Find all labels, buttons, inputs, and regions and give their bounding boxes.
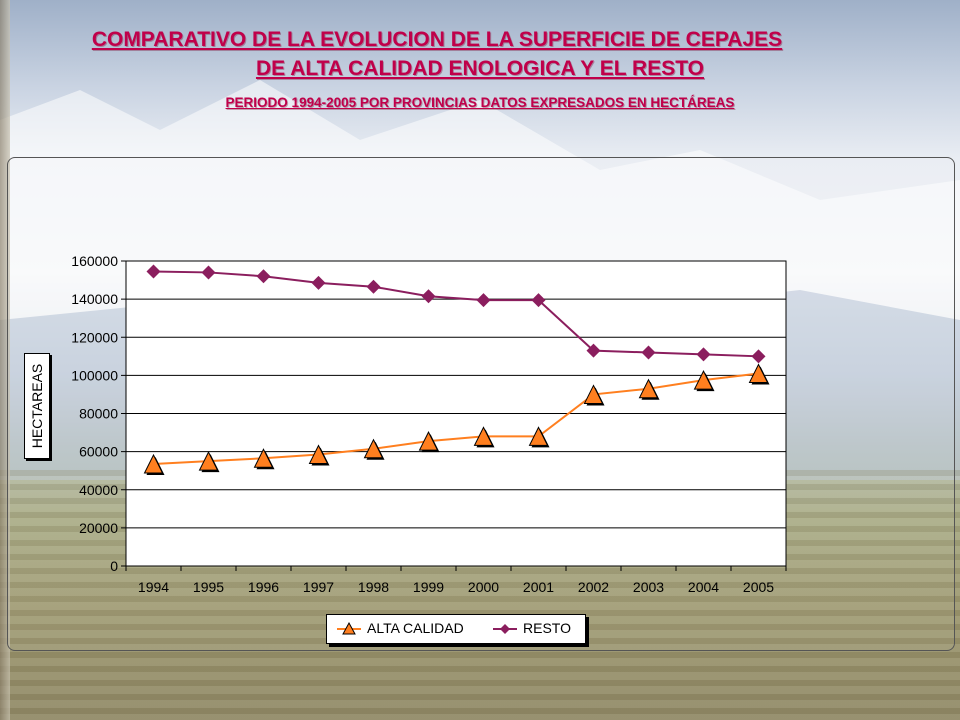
- legend-label-resto: RESTO: [523, 620, 571, 636]
- point-resto: [366, 279, 381, 294]
- point-resto: [421, 289, 436, 304]
- x-tick-label: 1998: [358, 579, 389, 595]
- legend-label-alta: ALTA CALIDAD: [367, 620, 464, 636]
- y-tick-label: 0: [110, 558, 118, 574]
- point-resto: [146, 264, 161, 279]
- point-resto: [311, 275, 326, 290]
- y-axis-label: HECTAREAS: [29, 363, 45, 449]
- x-tick-label: 1996: [248, 579, 279, 595]
- x-tick-label: 1997: [303, 579, 334, 595]
- chart-legend: ALTA CALIDAD RESTO: [326, 614, 586, 644]
- point-resto: [201, 265, 216, 280]
- point-alta-calidad: [748, 363, 769, 383]
- point-alta-calidad: [528, 426, 549, 446]
- y-tick-label: 120000: [71, 329, 118, 345]
- page-subtitle: PERIODO 1994-2005 POR PROVINCIAS DATOS E…: [225, 95, 735, 110]
- point-resto: [696, 347, 711, 362]
- legend-diamond-icon: [500, 624, 510, 634]
- point-resto: [641, 345, 656, 360]
- point-alta-calidad: [583, 384, 604, 404]
- series-line-resto: [153, 270, 759, 358]
- point-alta-calidad: [143, 453, 164, 474]
- page-title-line1: COMPARATIVO DE LA EVOLUCION DE LA SUPERF…: [91, 28, 783, 51]
- x-tick-label: 2004: [688, 579, 719, 595]
- y-tick-label: 160000: [71, 253, 118, 269]
- point-resto: [531, 293, 546, 308]
- x-tick-label: 1994: [138, 579, 169, 595]
- point-alta-calidad: [308, 444, 329, 464]
- x-tick-label: 2002: [578, 579, 609, 595]
- point-alta-calidad: [253, 448, 274, 468]
- page-title-line2: DE ALTA CALIDAD ENOLOGICA Y EL RESTO: [255, 57, 705, 80]
- point-alta-calidad: [638, 378, 659, 399]
- x-tick-label: 2000: [468, 579, 499, 595]
- x-tick-label: 2005: [743, 579, 774, 595]
- y-tick-label: 60000: [79, 444, 118, 460]
- point-alta-calidad: [693, 370, 714, 390]
- point-alta-calidad: [473, 426, 494, 446]
- point-alta-calidad: [418, 431, 439, 451]
- y-tick-label: 40000: [79, 482, 118, 498]
- x-tick-label: 1999: [413, 579, 444, 595]
- y-tick-label: 20000: [79, 520, 118, 536]
- x-tick-label: 1995: [193, 579, 224, 595]
- left-edge: [0, 0, 10, 720]
- point-resto: [586, 343, 601, 358]
- y-axis-label-box: HECTAREAS: [24, 353, 50, 459]
- point-alta-calidad: [198, 451, 219, 471]
- x-tick-label: 2003: [633, 579, 664, 595]
- point-resto: [256, 269, 271, 284]
- y-tick-label: 140000: [71, 291, 118, 307]
- legend-triangle-icon: [342, 621, 356, 635]
- point-resto: [476, 293, 491, 308]
- point-alta-calidad: [363, 438, 384, 459]
- legend-markers: [337, 621, 517, 635]
- series-line-alta-calidad: [153, 372, 759, 466]
- x-tick-label: 2001: [523, 579, 554, 595]
- y-tick-label: 100000: [71, 367, 118, 383]
- y-tick-label: 80000: [79, 406, 118, 422]
- point-resto: [751, 349, 766, 364]
